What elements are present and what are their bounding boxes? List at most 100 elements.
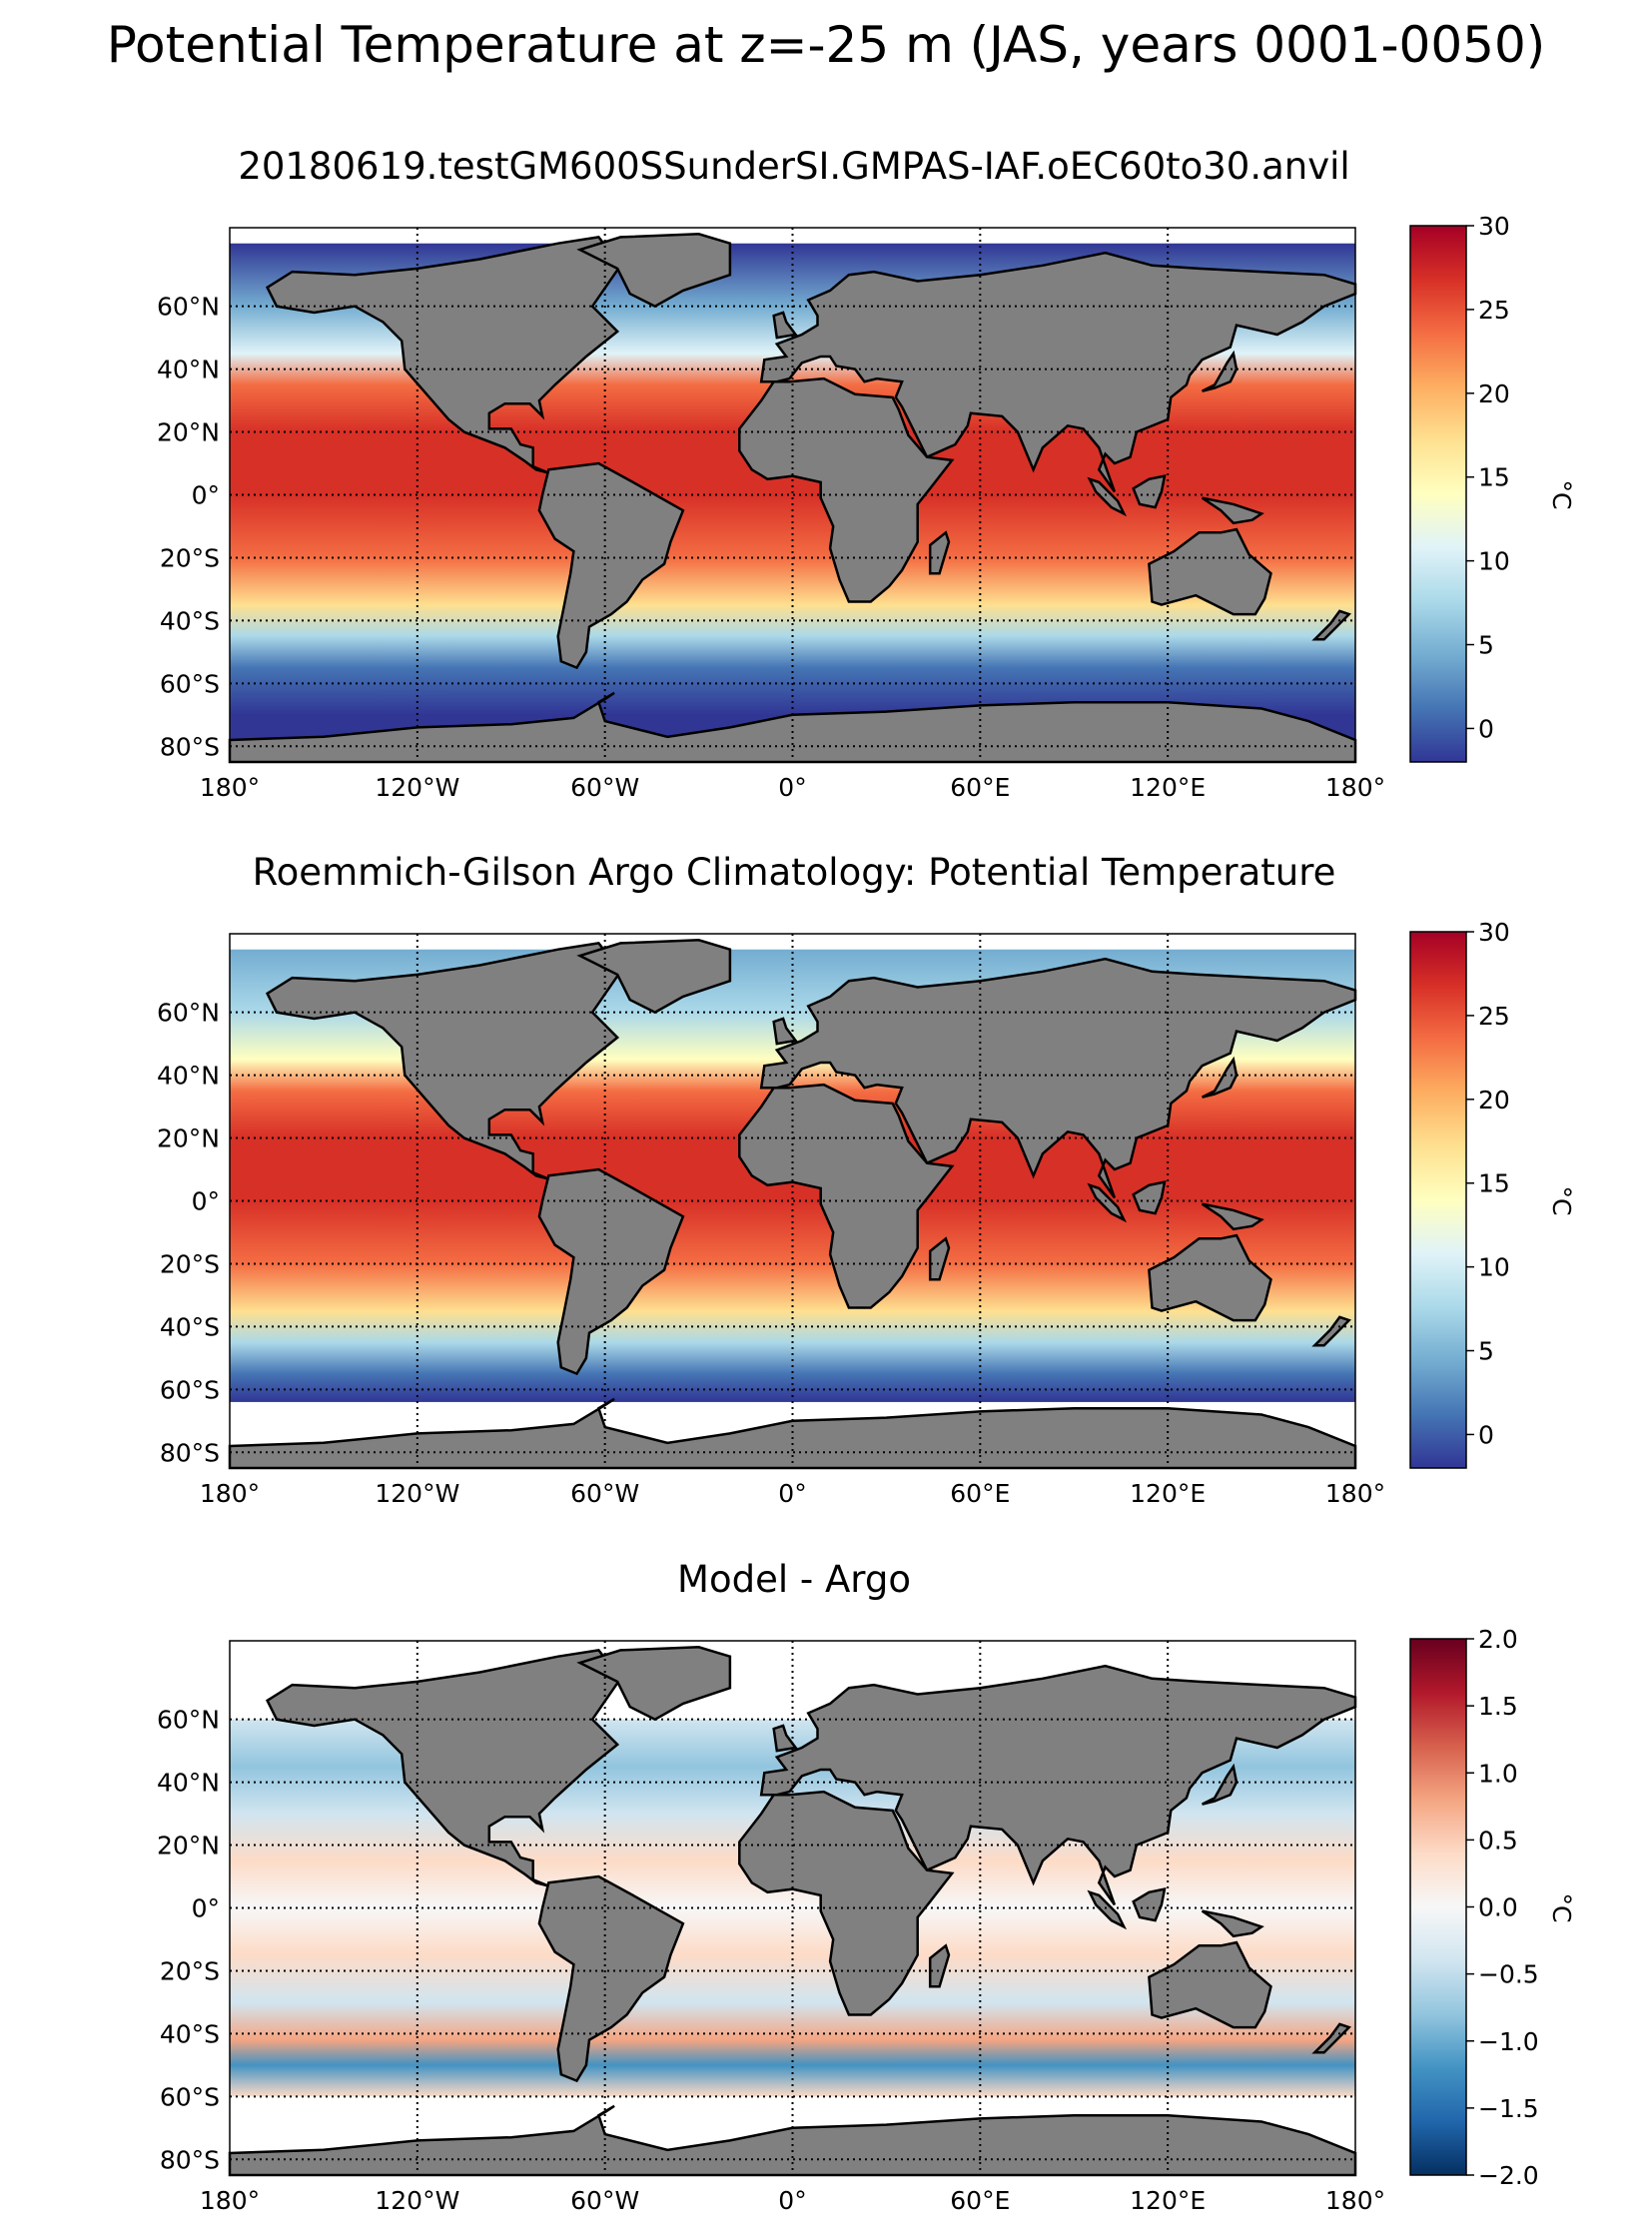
x-tick-label: 120°W [375,2186,459,2215]
colorbar [1409,1638,1467,2176]
x-tick-label: 60°E [950,1479,1010,1508]
land-greenland [576,939,732,1015]
y-tick-label: 20°N [157,418,220,447]
x-tick-label: 120°E [1130,773,1206,802]
x-tick-label: 180° [1325,773,1385,802]
y-tick-label: 0° [192,1187,220,1216]
y-tick-label: 60°N [157,1706,220,1735]
colorbar-tick-label: 5 [1478,631,1494,660]
land-sumatra [1087,1889,1128,1930]
y-tick-label: 80°S [160,1438,220,1467]
y-tick-label: 80°S [160,732,220,761]
y-tick-label: 40°N [157,1769,220,1798]
y-tick-label: 60°S [160,669,220,698]
land-greenland [576,1646,732,1722]
colorbar-tick-label: −2.0 [1478,2161,1539,2190]
colorbar-tick-label: −1.5 [1478,2094,1539,2123]
y-tick-label: 20°S [160,1249,220,1278]
land-japan [1202,1056,1239,1099]
x-tick-label: 180° [1325,2186,1385,2215]
colorbar-tick-label: 15 [1478,1169,1510,1198]
land-uk [772,311,798,340]
y-tick-label: 60°S [160,1375,220,1404]
land-new-zealand [1311,1315,1351,1347]
colorbar [1409,931,1467,1469]
map-panel-3: 60°N 40°N 20°N 0° 20°S 40°S 60°S 80°S 180° 120°W 6… [157,1625,1576,2215]
colorbar [1409,225,1467,763]
colorbar-tick-label: 5 [1478,1337,1494,1366]
land-new-zealand [1311,609,1351,641]
panel-1-title: 20180619.testGM600SSunderSI.GMPAS-IAF.oE… [238,145,1350,188]
panel-2-title: Roemmich-Gilson Argo Climatology: Potent… [252,851,1336,894]
colorbar-unit-label: °C [1547,1893,1576,1923]
land-antarctica [228,691,1357,764]
colorbar-tick-label: 25 [1478,296,1510,325]
land-borneo [1132,1886,1167,1922]
land-borneo [1132,473,1167,509]
colorbar-unit-label: °C [1547,480,1576,510]
x-tick-label: 60°W [570,2186,639,2215]
x-tick-label: 120°W [375,1479,459,1508]
land-south-america [537,1874,685,2083]
figure-title: Potential Temperature at z=-25 m (JAS, y… [106,16,1546,74]
y-tick-label: 0° [192,1894,220,1923]
land-sumatra [1087,1182,1128,1223]
x-tick-label: 0° [778,773,806,802]
y-tick-label: 40°N [157,356,220,384]
colorbar-tick-label: 0.5 [1478,1826,1518,1855]
land-africa [738,1083,955,1309]
land-japan [1202,1763,1239,1806]
y-tick-label: 20°N [157,1832,220,1860]
land-greenland [576,233,732,309]
land-madagascar [928,530,951,575]
x-tick-label: 120°W [375,773,459,802]
colorbar-tick-label: 0.0 [1478,1893,1518,1922]
y-tick-label: 40°S [160,2019,220,2048]
y-tick-label: 40°S [160,1312,220,1341]
colorbar-tick-label: 10 [1478,547,1510,576]
colorbar-tick-label: 30 [1478,918,1510,947]
land-new-guinea [1201,1202,1264,1231]
land-australia [1148,527,1272,616]
y-tick-label: 0° [192,481,220,510]
colorbar-tick-label: 30 [1478,212,1510,241]
colorbar-tick-label: 20 [1478,1086,1510,1115]
map-panel-1: 60°N 40°N 20°N 0° 20°S 40°S 60°S 80°S 180° 120°W 6… [157,212,1576,802]
y-tick-label: 40°N [157,1062,220,1091]
x-tick-label: 180° [200,773,260,802]
map-frame [229,933,1356,1469]
x-tick-label: 60°E [950,773,1010,802]
land-australia [1148,1233,1272,1322]
y-tick-label: 20°S [160,1956,220,1985]
land-uk [772,1724,798,1753]
x-tick-label: 60°E [950,2186,1010,2215]
land-borneo [1132,1179,1167,1215]
map-frame [229,227,1356,763]
land-new-guinea [1201,1909,1264,1938]
x-tick-label: 0° [778,1479,806,1508]
land-africa [738,376,955,603]
map-frame [229,1640,1356,2176]
land-south-america [537,461,685,670]
y-tick-label: 60°N [157,293,220,322]
land-south-america [537,1167,685,1376]
colorbar-tick-label: 15 [1478,463,1510,492]
x-tick-label: 0° [778,2186,806,2215]
colorbar-tick-label: 20 [1478,379,1510,408]
y-tick-label: 40°S [160,606,220,635]
land-uk [772,1017,798,1046]
colorbar-tick-label: 1.0 [1478,1759,1518,1788]
land-new-zealand [1311,2022,1351,2054]
y-tick-label: 80°S [160,2145,220,2174]
colorbar-tick-label: 0 [1478,714,1494,743]
land-antarctica [228,2104,1357,2177]
x-tick-label: 120°E [1130,1479,1206,1508]
x-tick-label: 120°E [1130,2186,1206,2215]
colorbar-tick-label: 0 [1478,1420,1494,1449]
y-tick-label: 20°S [160,543,220,572]
map-panel-2: 60°N 40°N 20°N 0° 20°S 40°S 60°S 80°S 180° 120°W 6… [157,918,1576,1508]
x-tick-label: 60°W [570,773,639,802]
colorbar-tick-label: −1.0 [1478,2027,1539,2056]
colorbar-tick-label: 10 [1478,1253,1510,1282]
